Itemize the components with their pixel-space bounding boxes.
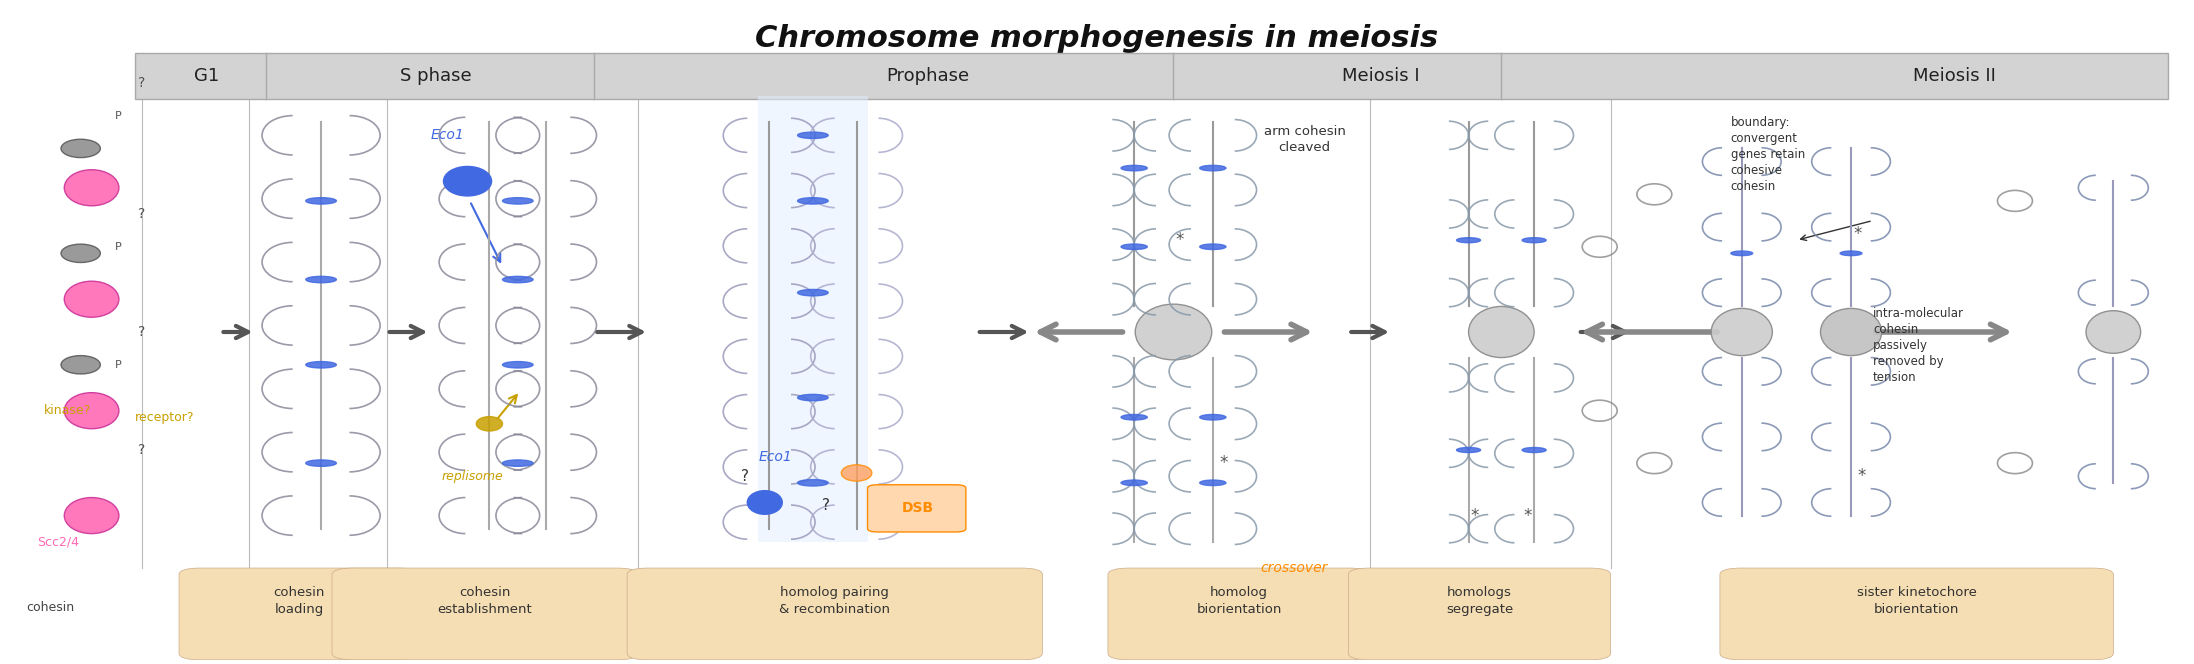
- FancyBboxPatch shape: [627, 568, 1042, 660]
- FancyBboxPatch shape: [759, 96, 867, 542]
- Ellipse shape: [1523, 448, 1547, 453]
- Ellipse shape: [799, 290, 827, 296]
- FancyBboxPatch shape: [1349, 568, 1610, 660]
- Ellipse shape: [1121, 165, 1147, 171]
- Text: S phase: S phase: [399, 67, 472, 85]
- Ellipse shape: [799, 394, 827, 401]
- Ellipse shape: [61, 139, 101, 157]
- Ellipse shape: [476, 416, 502, 431]
- Text: kinase?: kinase?: [44, 404, 90, 417]
- Ellipse shape: [1200, 165, 1226, 171]
- Ellipse shape: [1200, 480, 1226, 485]
- Ellipse shape: [799, 479, 827, 486]
- Text: *: *: [1176, 231, 1185, 249]
- Ellipse shape: [305, 276, 336, 283]
- Text: P: P: [114, 360, 121, 370]
- Ellipse shape: [305, 198, 336, 204]
- Ellipse shape: [1468, 306, 1534, 358]
- Ellipse shape: [1457, 238, 1481, 243]
- Text: *: *: [1854, 224, 1863, 242]
- Text: Scc2/4: Scc2/4: [37, 535, 79, 548]
- Ellipse shape: [305, 460, 336, 466]
- Ellipse shape: [61, 356, 101, 374]
- Ellipse shape: [1841, 251, 1863, 256]
- FancyBboxPatch shape: [1108, 568, 1371, 660]
- Text: Chromosome morphogenesis in meiosis: Chromosome morphogenesis in meiosis: [755, 24, 1439, 53]
- Ellipse shape: [799, 132, 827, 139]
- Ellipse shape: [1731, 251, 1753, 256]
- Ellipse shape: [1200, 244, 1226, 250]
- Ellipse shape: [1134, 304, 1211, 360]
- Text: P: P: [114, 111, 121, 121]
- Text: sister kinetochore
biorientation: sister kinetochore biorientation: [1856, 586, 1977, 616]
- FancyBboxPatch shape: [180, 568, 419, 660]
- Ellipse shape: [1121, 414, 1147, 420]
- Text: receptor?: receptor?: [136, 411, 195, 424]
- Text: Eco1: Eco1: [430, 128, 465, 142]
- Text: G1: G1: [193, 67, 219, 85]
- Ellipse shape: [1457, 448, 1481, 453]
- Ellipse shape: [502, 460, 533, 466]
- Ellipse shape: [748, 491, 783, 515]
- Ellipse shape: [443, 167, 491, 196]
- Text: *: *: [1523, 507, 1531, 525]
- Ellipse shape: [64, 281, 118, 317]
- Ellipse shape: [1523, 238, 1547, 243]
- Ellipse shape: [305, 362, 336, 368]
- Text: ?: ?: [138, 76, 145, 90]
- Ellipse shape: [1121, 244, 1147, 250]
- Text: replisome: replisome: [441, 469, 502, 483]
- Text: arm cohesin
cleaved: arm cohesin cleaved: [1264, 125, 1345, 155]
- Text: intra-molecular
cohesin
passively
removed by
tension: intra-molecular cohesin passively remove…: [1874, 307, 1964, 384]
- Ellipse shape: [840, 465, 871, 481]
- Ellipse shape: [502, 276, 533, 283]
- Text: DSB: DSB: [902, 501, 935, 515]
- Text: Meiosis II: Meiosis II: [1913, 67, 1997, 85]
- Text: homolog
biorientation: homolog biorientation: [1196, 586, 1281, 616]
- Text: *: *: [1220, 454, 1229, 472]
- Text: crossover: crossover: [1259, 561, 1327, 575]
- Text: cohesin
loading: cohesin loading: [274, 586, 325, 616]
- Ellipse shape: [1121, 480, 1147, 485]
- Text: homolog pairing
& recombination: homolog pairing & recombination: [779, 586, 891, 616]
- FancyBboxPatch shape: [136, 53, 2168, 99]
- Ellipse shape: [1821, 308, 1882, 356]
- Ellipse shape: [502, 362, 533, 368]
- Text: P: P: [114, 242, 121, 252]
- Text: *: *: [1470, 507, 1479, 525]
- Ellipse shape: [64, 392, 118, 429]
- Text: Prophase: Prophase: [886, 67, 970, 85]
- Text: Meiosis I: Meiosis I: [1343, 67, 1420, 85]
- Text: ?: ?: [823, 498, 829, 513]
- Text: ?: ?: [742, 469, 748, 484]
- Text: ?: ?: [138, 207, 145, 221]
- Text: boundary:
convergent
genes retain
cohesive
cohesin: boundary: convergent genes retain cohesi…: [1731, 116, 1806, 193]
- Text: cohesin: cohesin: [26, 601, 75, 614]
- Text: Eco1: Eco1: [759, 450, 792, 463]
- Ellipse shape: [1200, 414, 1226, 420]
- Ellipse shape: [502, 198, 533, 204]
- Text: *: *: [1858, 467, 1867, 485]
- Text: cohesin
establishment: cohesin establishment: [437, 586, 533, 616]
- Ellipse shape: [2086, 311, 2141, 353]
- FancyBboxPatch shape: [867, 485, 965, 532]
- Text: ?: ?: [138, 325, 145, 339]
- FancyBboxPatch shape: [1720, 568, 2113, 660]
- Ellipse shape: [64, 170, 118, 206]
- Ellipse shape: [799, 198, 827, 204]
- Ellipse shape: [1711, 308, 1773, 356]
- Ellipse shape: [61, 244, 101, 262]
- Text: homologs
segregate: homologs segregate: [1446, 586, 1514, 616]
- FancyBboxPatch shape: [331, 568, 638, 660]
- Ellipse shape: [64, 497, 118, 534]
- Text: ?: ?: [138, 443, 145, 457]
